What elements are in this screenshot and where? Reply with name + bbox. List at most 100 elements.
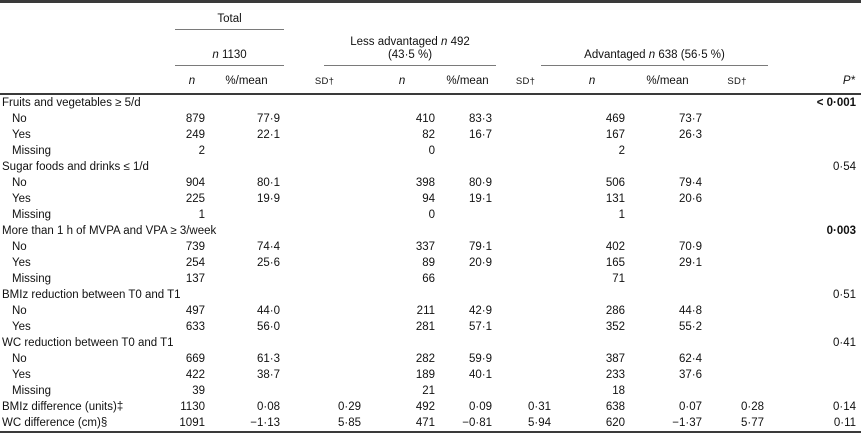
table-data-row: Missing 2 0 2 [0,143,861,159]
row-label: Missing [12,209,51,221]
cell-value [496,367,555,383]
cell-value: 55·2 [678,321,703,333]
table-section-row: Fruits and vegetables ≥ 5/d < 0·001 [0,94,861,111]
cell-value: 0·08 [256,401,281,413]
table-body: Fruits and vegetables ≥ 5/d < 0·001 No 879 7… [0,94,861,433]
cell-value: 879 [185,113,205,125]
n-symbol: n [212,49,219,61]
cell-value [284,191,365,207]
cell-value [439,271,496,287]
cell-value: 211 [416,305,436,317]
cell-value [284,175,365,191]
cell-value [496,143,555,159]
row-label: WC difference (cm)§ [0,415,175,433]
table-data-row: No 879 77·9 410 83·3 469 73·7 [0,111,861,127]
less-advantaged-n: 492 [450,36,470,48]
cell-value: 249 [185,129,205,141]
cell-value [706,303,768,319]
p-value: 0·51 [832,289,857,301]
group-less-advantaged-label: Less advantaged n 492 (43·5 %) [324,36,497,66]
advantaged-n-percent: 638 (56·5 %) [658,49,725,61]
n-symbol: n [648,49,656,61]
cell-value: 2 [618,145,626,157]
row-label: Missing [12,273,51,285]
table-section-row: WC reduction between T0 and T1 0·41 [0,335,861,351]
cell-value [629,271,706,287]
cell-value [439,207,496,223]
less-advantaged-percent: (43·5 %) [387,49,433,61]
table-data-row: No 497 44·0 211 42·9 286 44·8 [0,303,861,319]
group-less-advantaged: Less advantaged n 492 (43·5 %) [284,2,497,66]
n-symbol: n [441,36,448,48]
stub-header-cell [0,66,175,95]
table-data-row: Yes 633 56·0 281 57·1 352 55·2 [0,319,861,335]
col-header-p-value: P* [768,66,861,95]
table-data-row: Missing 1 0 1 [0,207,861,223]
group-header-row-1: Total Less advantaged n 492 (43·5 %) Adv… [0,2,861,66]
cell-value: 16·7 [468,129,493,141]
cell-value: 1 [618,209,626,221]
cell-value: 0·29 [337,401,362,413]
col-header-mean-advantaged: %/mean [629,66,707,95]
cell-value: 20·9 [468,257,493,269]
cell-value: 5·77 [706,415,769,433]
table-section-row: BMIz reduction between T0 and T1 0·51 [0,287,861,303]
group-header-row-2: n 1130 [0,30,861,66]
cell-value [284,303,365,319]
cell-value: 254 [185,257,205,269]
cell-value: 422 [185,369,205,381]
cell-value: 0·07 [678,401,703,413]
cell-value: 40·1 [468,369,493,381]
row-label: Yes [12,257,31,269]
cell-value [209,207,284,223]
cell-value: 19·9 [256,193,281,205]
cell-value: 506 [605,177,626,189]
cell-value: 89 [422,257,436,269]
cell-value: 39 [192,385,205,397]
p-value [768,319,861,335]
cell-value [706,175,768,191]
p-value: 0·54 [832,161,857,173]
p-value [768,207,861,223]
row-label: Yes [12,369,31,381]
table-data-row: BMIz difference (units)‡ 1130 0·08 0·29 492 0… [0,399,861,415]
cell-value: 62·4 [678,353,703,365]
cell-value: −1·13 [209,415,285,433]
cell-value: 5·94 [496,415,556,433]
cell-value [706,239,768,255]
p-value [768,271,861,287]
row-label: Fruits and vegetables ≥ 5/d [2,97,141,109]
cell-value: −1·37 [629,415,707,433]
cell-value: 77·9 [256,113,281,125]
p-value [768,351,861,367]
row-label: No [12,305,27,317]
cell-value: 620 [555,415,630,433]
cell-value: 233 [605,369,626,381]
cell-value: 0·09 [468,401,493,413]
cell-value [284,383,365,399]
p-value [768,191,861,207]
row-label: Yes [12,193,31,205]
cell-value: 0·31 [527,401,552,413]
cell-value: 21 [422,385,436,397]
cell-value: 61·3 [256,353,281,365]
cell-value [496,319,555,335]
row-label: Missing [12,385,51,397]
cell-value: 387 [605,353,626,365]
cell-value: 402 [605,241,626,253]
cell-value [706,351,768,367]
group-total-n-label: n 1130 [175,49,285,66]
cell-value: 56·0 [256,321,281,333]
col-header-sd-total: SD† [284,66,366,95]
cell-value: 80·1 [256,177,281,189]
cell-value [284,255,365,271]
table-data-row: Missing 137 66 71 [0,271,861,287]
cell-value [706,127,768,143]
cell-value [209,271,284,287]
cell-value [706,255,768,271]
cell-value: 29·1 [678,257,703,269]
stub-header-cell [0,2,175,31]
row-label: BMIz reduction between T0 and T1 [2,289,181,301]
table-data-row: No 669 61·3 282 59·9 387 62·4 [0,351,861,367]
cell-value: 82 [422,129,436,141]
